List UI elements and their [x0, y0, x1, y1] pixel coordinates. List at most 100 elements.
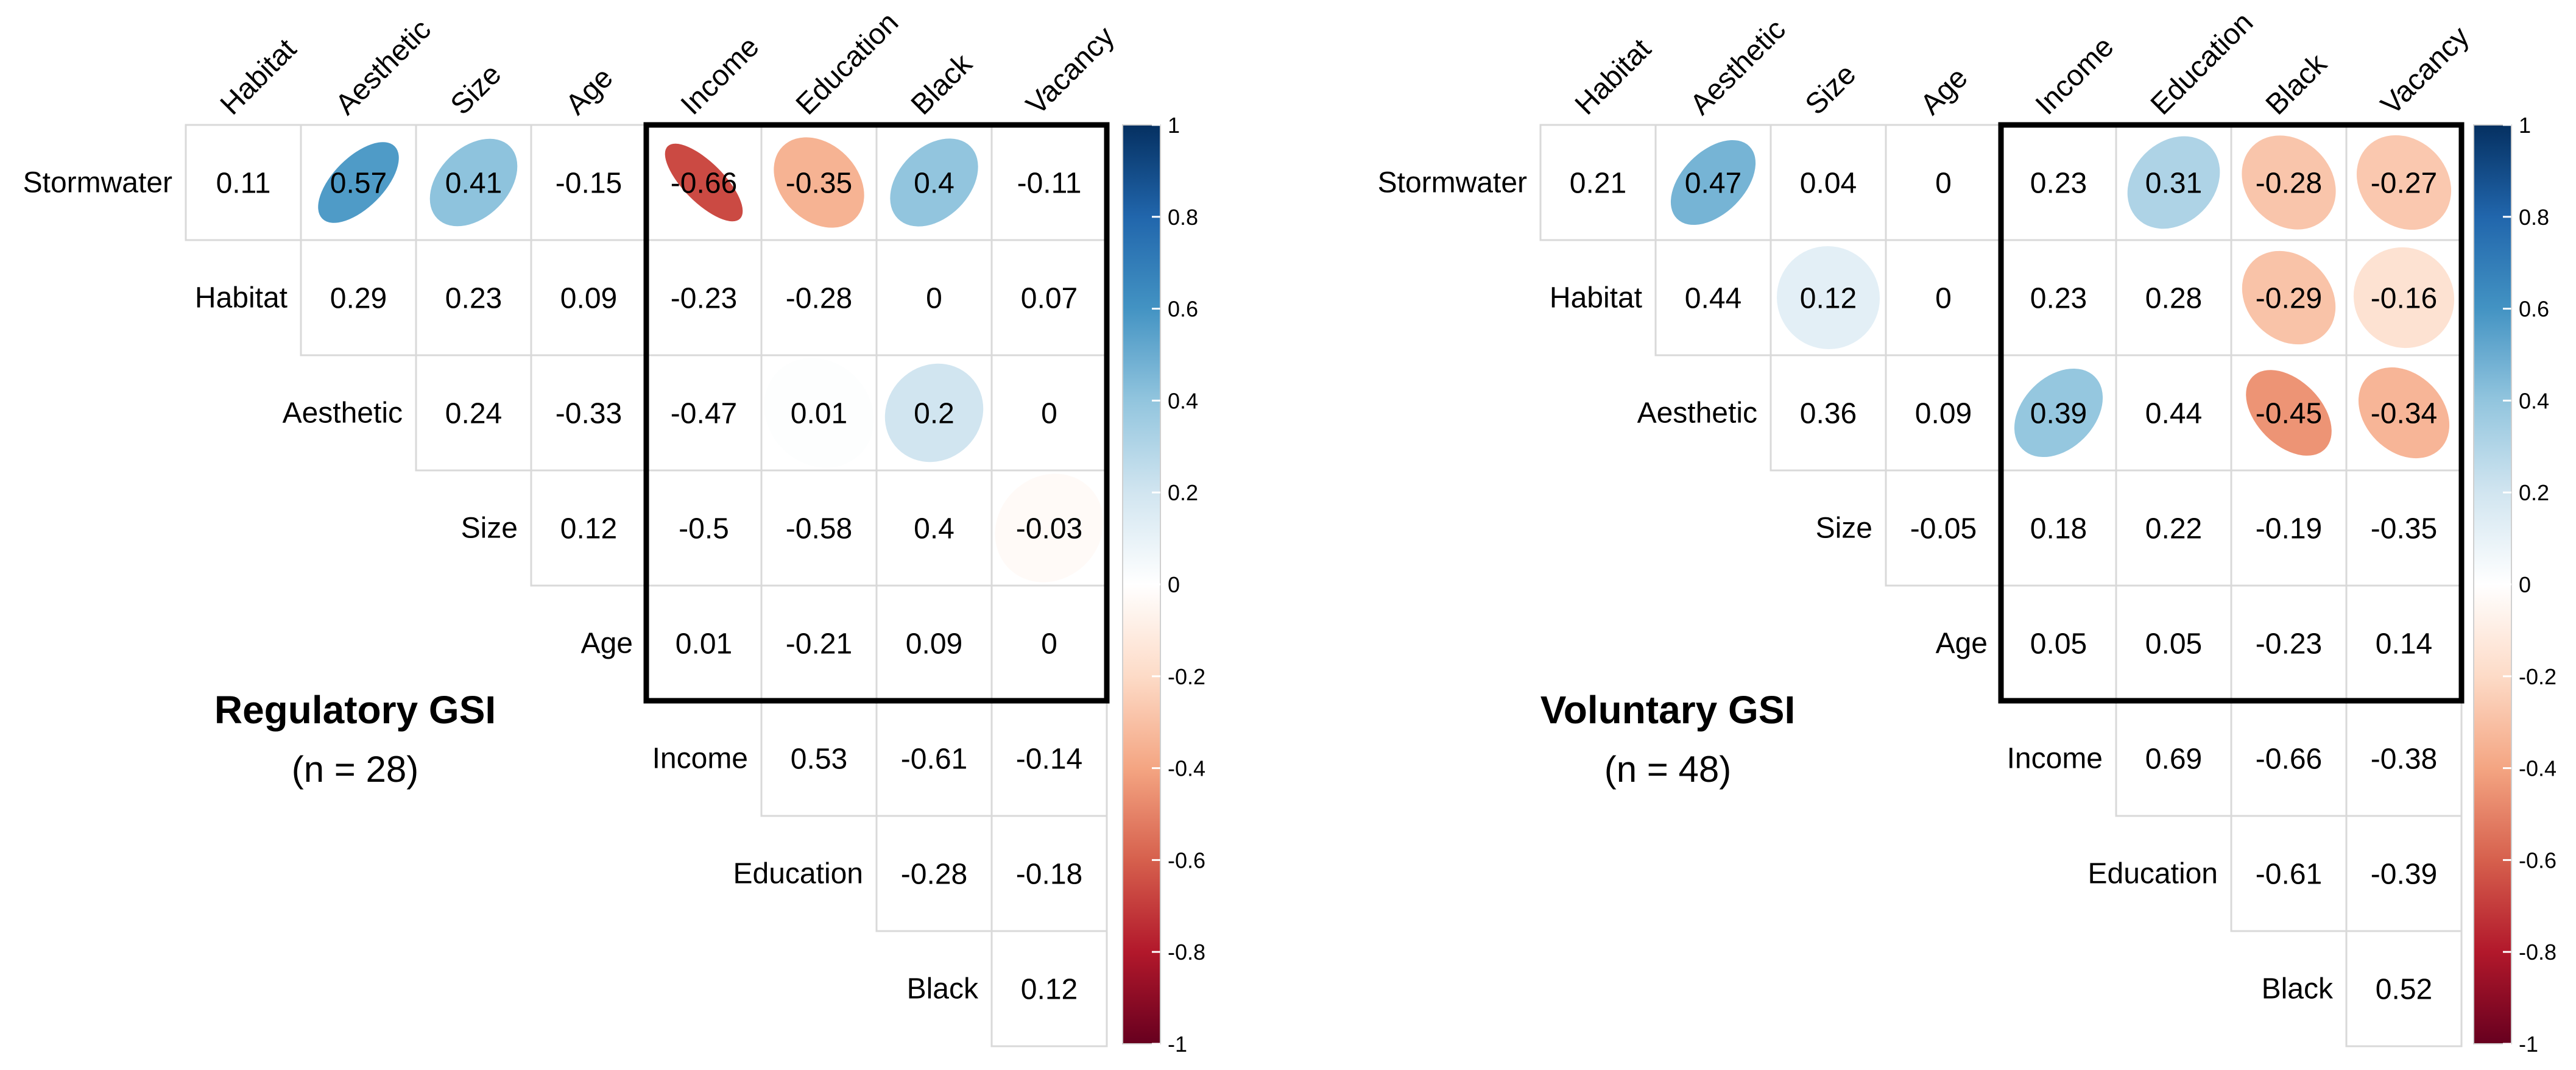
- colorbar-tick-label: -0.6: [1168, 848, 1205, 873]
- correlation-value: 0.69: [2145, 743, 2202, 776]
- correlation-value: -0.29: [2256, 283, 2322, 315]
- column-label: Size: [445, 58, 508, 121]
- matrix-cell: [875, 700, 993, 817]
- highlight-box: [1998, 122, 2465, 704]
- row-label: Education: [2088, 858, 2218, 890]
- colorbar-tick-label: -1: [1168, 1032, 1187, 1057]
- correlation-ellipse: [890, 138, 978, 227]
- correlation-value: 0: [1935, 283, 1952, 315]
- row-label: Age: [581, 628, 633, 660]
- correlation-value: 0: [926, 283, 942, 315]
- correlation-ellipse: [318, 142, 399, 223]
- column-label: Vacancy: [1020, 21, 1121, 121]
- correlation-value: 0.36: [1800, 398, 1857, 430]
- column-label: Habitat: [214, 33, 303, 121]
- correlation-ellipse: [884, 363, 984, 462]
- correlation-value: 0: [1041, 398, 1057, 430]
- correlation-value: -0.35: [786, 168, 852, 200]
- matrix-cell: [2230, 700, 2348, 817]
- matrix-cell: [2000, 239, 2117, 356]
- correlation-value: 0.41: [445, 168, 502, 200]
- correlation-value: 0.12: [1021, 974, 1078, 1006]
- correlation-value: -0.66: [671, 168, 737, 200]
- row-label: Aesthetic: [283, 397, 403, 430]
- correlation-value: 0.23: [2030, 283, 2087, 315]
- panel-subtitle: (n = 48): [1604, 749, 1731, 790]
- row-label: Aesthetic: [1637, 397, 1757, 430]
- colorbar-tick-label: 0.6: [2519, 297, 2549, 322]
- matrix-cell: [1885, 469, 2002, 587]
- correlation-value: -0.19: [2256, 513, 2322, 545]
- colorbar-tick-label: 0.8: [1168, 205, 1198, 230]
- correlation-value: -0.34: [2371, 398, 2437, 430]
- matrix-cell: [2115, 239, 2232, 356]
- correlation-value: -0.18: [1016, 859, 1082, 891]
- correlation-value: -0.11: [1017, 168, 1082, 200]
- colorbar-tick-label: 0: [1168, 572, 1180, 597]
- colorbar-tick-label: 0.2: [2519, 480, 2549, 505]
- correlation-value: -0.21: [786, 628, 852, 661]
- correlation-ellipse: [764, 358, 874, 468]
- correlation-ellipse: [2358, 367, 2450, 459]
- matrix-cell: [875, 469, 993, 587]
- colorbar-tick-label: -0.8: [1168, 940, 1205, 965]
- matrix-cell: [2000, 124, 2117, 241]
- correlation-value: 0.29: [330, 283, 387, 315]
- correlation-value: 0.12: [560, 513, 617, 545]
- panel-title: Regulatory GSI: [214, 688, 496, 732]
- correlation-value: -0.33: [556, 398, 622, 430]
- matrix-cell: [415, 354, 532, 472]
- correlation-value: 0.09: [560, 283, 617, 315]
- matrix-cell: [645, 584, 763, 702]
- correlation-ellipse: [2242, 250, 2336, 345]
- correlation-value: 0: [1041, 628, 1057, 661]
- correlation-ellipse: [2353, 247, 2455, 349]
- correlation-value: 0.14: [2376, 628, 2432, 661]
- column-label: Education: [2145, 6, 2259, 121]
- matrix-cell: [645, 469, 763, 587]
- colorbar-tick-label: 0: [2519, 572, 2531, 597]
- matrix-cell: [760, 700, 878, 817]
- colorbar-tick-label: -0.2: [1168, 664, 1205, 689]
- colorbar-tick-label: 0.2: [1168, 480, 1198, 505]
- correlation-ellipse: [2356, 135, 2452, 230]
- correlation-value: -0.03: [1016, 513, 1082, 545]
- correlation-value: -0.38: [2371, 743, 2437, 776]
- correlation-value: -0.28: [786, 283, 852, 315]
- correlation-value: 0.01: [791, 398, 847, 430]
- correlation-value: 0.52: [2376, 974, 2432, 1006]
- colorbar-tick-label: 1: [1168, 113, 1180, 138]
- matrix-cell: [300, 239, 417, 356]
- column-label: Aesthetic: [330, 13, 437, 121]
- correlation-value: -0.58: [786, 513, 852, 545]
- matrix-cell: [2230, 815, 2348, 932]
- correlation-value: 0.57: [330, 168, 387, 200]
- matrix-cell: [990, 239, 1108, 356]
- correlation-value: 0.18: [2030, 513, 2087, 545]
- matrix-cell: [1654, 239, 1772, 356]
- correlation-value: -0.61: [2256, 859, 2322, 891]
- matrix-cell: [1885, 239, 2002, 356]
- correlation-value: 0: [1935, 168, 1952, 200]
- voluntary-gsi-panel: Habitat Aesthetic Size Age Income Education Bl…: [1378, 6, 2557, 1057]
- correlation-value: -0.05: [1910, 513, 1977, 545]
- row-label: Income: [652, 743, 748, 775]
- correlation-ellipse: [2242, 135, 2336, 230]
- row-label: Size: [461, 512, 518, 545]
- correlation-value: 0.28: [2145, 283, 2202, 315]
- correlation-value: 0.05: [2145, 628, 2202, 661]
- row-label: Stormwater: [23, 167, 172, 199]
- colorbar-tick-label: -0.6: [2519, 848, 2557, 873]
- matrix-cell: [1770, 124, 1887, 241]
- correlation-value: -0.45: [2256, 398, 2322, 430]
- correlation-value: 0.31: [2145, 168, 2202, 200]
- matrix-cell: [760, 239, 878, 356]
- row-label: Age: [1936, 628, 1988, 660]
- matrix-cell: [2345, 930, 2463, 1047]
- column-label: Black: [2260, 48, 2334, 121]
- matrix-cell: [1539, 124, 1657, 241]
- matrix-cell: [2115, 354, 2232, 472]
- correlation-value: 0.4: [914, 168, 955, 200]
- column-label: Income: [675, 30, 766, 121]
- correlation-value: 0.01: [676, 628, 732, 661]
